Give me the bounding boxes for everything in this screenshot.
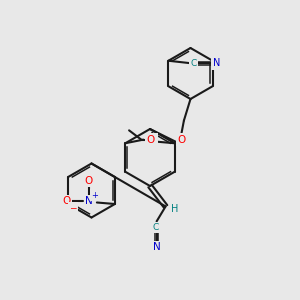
Text: N: N: [85, 196, 93, 206]
Text: C: C: [190, 59, 197, 68]
Text: O: O: [85, 176, 93, 186]
Text: O: O: [177, 135, 186, 145]
Text: O: O: [147, 135, 155, 145]
Text: N: N: [153, 242, 160, 252]
Text: O: O: [63, 196, 71, 206]
Text: C: C: [153, 223, 159, 232]
Text: N: N: [213, 58, 220, 68]
Text: +: +: [91, 190, 98, 200]
Text: H: H: [171, 204, 178, 214]
Text: Cl: Cl: [147, 134, 156, 144]
Text: −: −: [69, 203, 76, 212]
